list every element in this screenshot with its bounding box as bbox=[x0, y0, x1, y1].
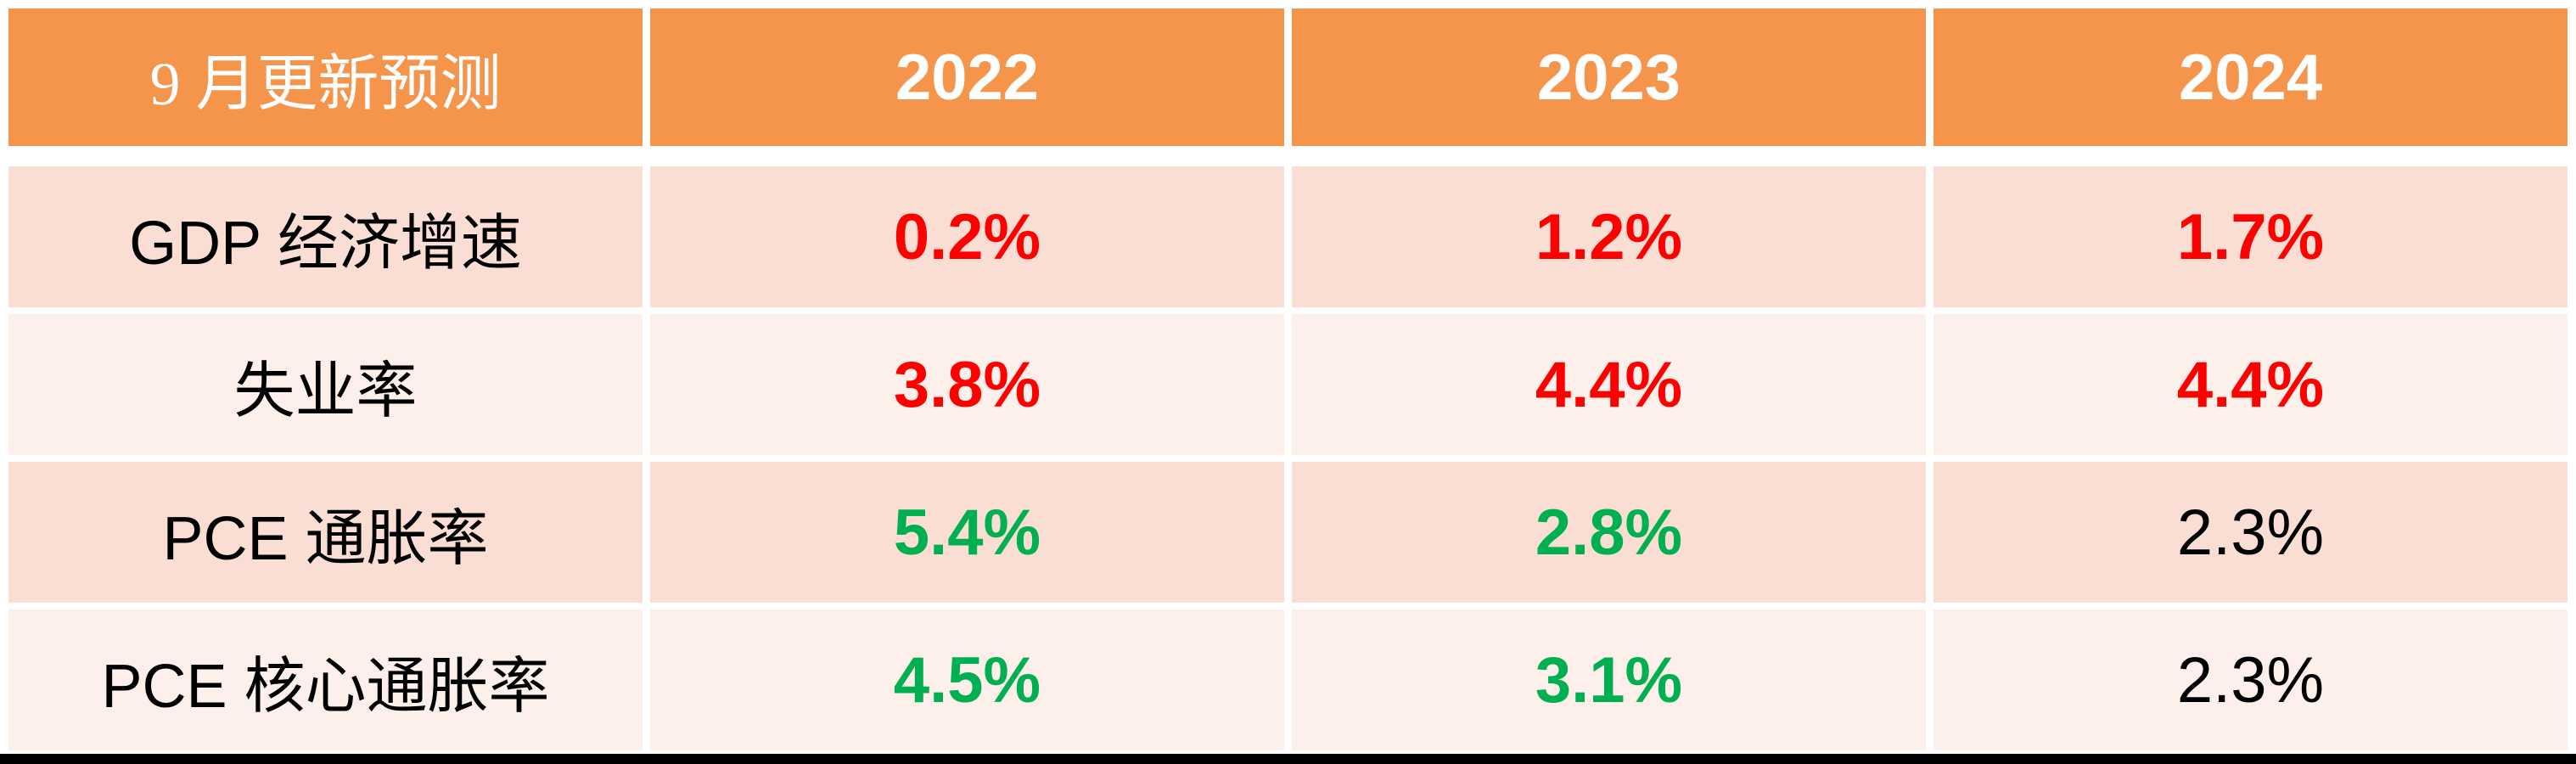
forecast-table: 9 月更新预测 2022 2023 2024 GDP 经济增速 0.2% 1.2… bbox=[8, 8, 2568, 750]
bottom-black-bar bbox=[0, 754, 2576, 764]
value-cell-unemployment-2022: 3.8% bbox=[650, 314, 1284, 455]
row-label-pce-inflation: PCE 通胀率 bbox=[8, 462, 643, 603]
header-cell-2024: 2024 bbox=[1933, 8, 2568, 146]
value-cell-gdp-2022: 0.2% bbox=[650, 166, 1284, 307]
table-row-unemployment: 失业率 3.8% 4.4% 4.4% bbox=[8, 314, 2568, 455]
value-cell-core-pce-2023: 3.1% bbox=[1292, 610, 1926, 750]
table-header-row: 9 月更新预测 2022 2023 2024 bbox=[8, 8, 2568, 146]
header-cell-2022: 2022 bbox=[650, 8, 1284, 146]
table-row-core-pce-inflation: PCE 核心通胀率 4.5% 3.1% 2.3% bbox=[8, 610, 2568, 750]
header-cell-2023: 2023 bbox=[1292, 8, 1926, 146]
row-label-gdp-growth: GDP 经济增速 bbox=[8, 166, 643, 307]
value-cell-gdp-2024: 1.7% bbox=[1933, 166, 2568, 307]
value-cell-unemployment-2023: 4.4% bbox=[1292, 314, 1926, 455]
value-cell-pce-2022: 5.4% bbox=[650, 462, 1284, 603]
row-label-core-pce-inflation: PCE 核心通胀率 bbox=[8, 610, 643, 750]
value-cell-core-pce-2024: 2.3% bbox=[1933, 610, 2568, 750]
row-label-unemployment: 失业率 bbox=[8, 314, 643, 455]
header-cell-title: 9 月更新预测 bbox=[8, 8, 643, 146]
value-cell-core-pce-2022: 4.5% bbox=[650, 610, 1284, 750]
value-cell-pce-2023: 2.8% bbox=[1292, 462, 1926, 603]
table-row-pce-inflation: PCE 通胀率 5.4% 2.8% 2.3% bbox=[8, 462, 2568, 603]
table-row-gdp-growth: GDP 经济增速 0.2% 1.2% 1.7% bbox=[8, 166, 2568, 307]
value-cell-gdp-2023: 1.2% bbox=[1292, 166, 1926, 307]
value-cell-unemployment-2024: 4.4% bbox=[1933, 314, 2568, 455]
value-cell-pce-2024: 2.3% bbox=[1933, 462, 2568, 603]
